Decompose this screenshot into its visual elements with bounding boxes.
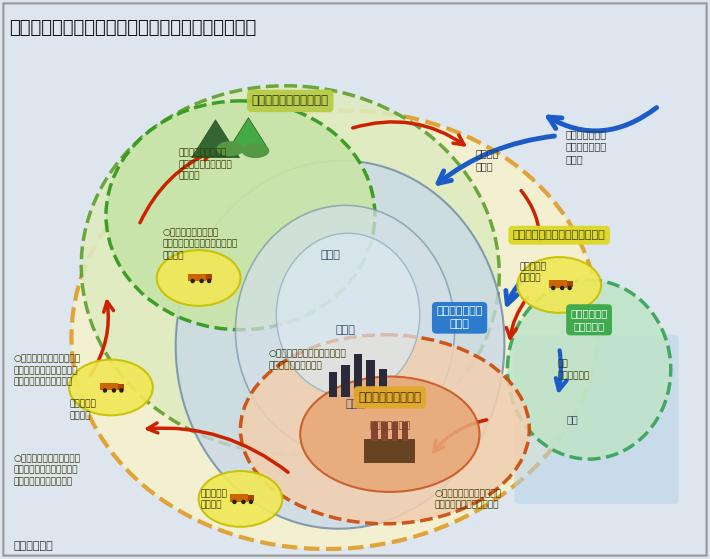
Text: 中都市: 中都市: [335, 325, 355, 335]
Text: 動脈産業地域循環圏: 動脈産業地域循環圏: [359, 391, 421, 404]
Ellipse shape: [106, 101, 375, 330]
Bar: [101, 383, 119, 390]
Ellipse shape: [276, 233, 420, 396]
Text: 都市・近郊地域
循環圏: 都市・近郊地域 循環圏: [437, 306, 483, 329]
Text: 里海: 里海: [566, 414, 578, 424]
Text: 循環型産業
集積拠点: 循環型産業 集積拠点: [519, 262, 546, 282]
Ellipse shape: [241, 143, 269, 158]
Bar: [248, 495, 254, 501]
Ellipse shape: [119, 388, 124, 392]
Ellipse shape: [241, 335, 530, 524]
Ellipse shape: [103, 388, 107, 392]
Polygon shape: [229, 118, 268, 148]
Ellipse shape: [560, 286, 564, 290]
Ellipse shape: [567, 286, 572, 290]
Ellipse shape: [300, 377, 479, 492]
Text: 地域循環圏の類型パターンと重層的な構成イメージ: 地域循環圏の類型パターンと重層的な構成イメージ: [9, 20, 256, 37]
FancyBboxPatch shape: [514, 335, 679, 504]
Ellipse shape: [508, 280, 671, 459]
Text: 動脈産業集積地: 動脈産業集積地: [369, 419, 410, 429]
Text: ○循環産業や動脈産業の集
　積拠点などと連携しなが
　ら適正規模で資源循環: ○循環産業や動脈産業の集 積拠点などと連携しなが ら適正規模で資源循環: [13, 354, 80, 386]
Ellipse shape: [199, 471, 283, 527]
Text: 再資源化製品や
再生エネルギー
の流れ: 再資源化製品や 再生エネルギー の流れ: [565, 129, 606, 164]
Text: 循環型産業
集積拠点: 循環型産業 集積拠点: [69, 399, 96, 420]
Text: ○動脈産業の基盤を活用し
　多様な循環資源を利活用: ○動脈産業の基盤を活用し 多様な循環資源を利活用: [435, 489, 502, 509]
Bar: [549, 281, 567, 288]
Bar: [366, 360, 375, 397]
Ellipse shape: [157, 250, 241, 306]
Bar: [402, 422, 408, 440]
Ellipse shape: [232, 500, 236, 504]
Ellipse shape: [200, 279, 204, 283]
Ellipse shape: [69, 359, 153, 415]
Bar: [188, 273, 206, 281]
Ellipse shape: [190, 279, 195, 283]
Ellipse shape: [518, 257, 601, 313]
Bar: [381, 422, 388, 440]
Ellipse shape: [72, 111, 599, 549]
Ellipse shape: [248, 500, 253, 504]
Text: 大都市: 大都市: [345, 399, 365, 409]
Text: 里地里山里海地域循環圏: 里地里山里海地域循環圏: [252, 94, 329, 107]
Text: 循環型産業
集積拠点: 循環型産業 集積拠点: [201, 489, 227, 509]
Text: 里地里山（農山村）
林業、農業、畜産業、
　観光業: 里地里山（農山村） 林業、農業、畜産業、 観光業: [179, 149, 232, 181]
Ellipse shape: [111, 388, 116, 392]
Text: 循環型産業（広域）地域循環圏: 循環型産業（広域）地域循環圏: [513, 230, 606, 240]
Bar: [206, 274, 212, 280]
Text: ○エコタウンなどの静脈産
　業の集積基盤を活用し多
　様な循環資源を利活用: ○エコタウンなどの静脈産 業の集積基盤を活用し多 様な循環資源を利活用: [13, 454, 80, 486]
Bar: [329, 372, 337, 397]
Ellipse shape: [236, 205, 454, 454]
Bar: [371, 422, 378, 440]
Ellipse shape: [241, 500, 246, 504]
Bar: [230, 494, 248, 502]
Ellipse shape: [81, 86, 499, 454]
Bar: [391, 422, 398, 440]
Ellipse shape: [207, 279, 212, 283]
Bar: [354, 354, 363, 397]
Text: 小都市: 小都市: [320, 250, 340, 260]
Bar: [364, 439, 415, 463]
Text: 資料：環境省: 資料：環境省: [13, 541, 53, 551]
Ellipse shape: [175, 160, 504, 529]
Ellipse shape: [551, 286, 555, 290]
Text: ○バイオマス系の循環
循環型産業　資源の地域内循環
集積拠点: ○バイオマス系の循環 循環型産業 資源の地域内循環 集積拠点: [163, 228, 238, 260]
Polygon shape: [192, 120, 239, 158]
Text: ○都市系の循環資源（廃棄物）
　を都市内で循環利用: ○都市系の循環資源（廃棄物） を都市内で循環利用: [268, 349, 346, 370]
Bar: [119, 383, 124, 390]
Bar: [567, 281, 573, 287]
Text: 循環資源
の流れ: 循環資源 の流れ: [476, 149, 499, 172]
Ellipse shape: [217, 141, 244, 156]
Text: 漁村
漁業・水産業: 漁村 漁業・水産業: [557, 359, 589, 380]
Text: 里地里山里海
地域循環圏: 里地里山里海 地域循環圏: [570, 309, 608, 331]
Bar: [341, 365, 350, 397]
Bar: [379, 369, 387, 397]
